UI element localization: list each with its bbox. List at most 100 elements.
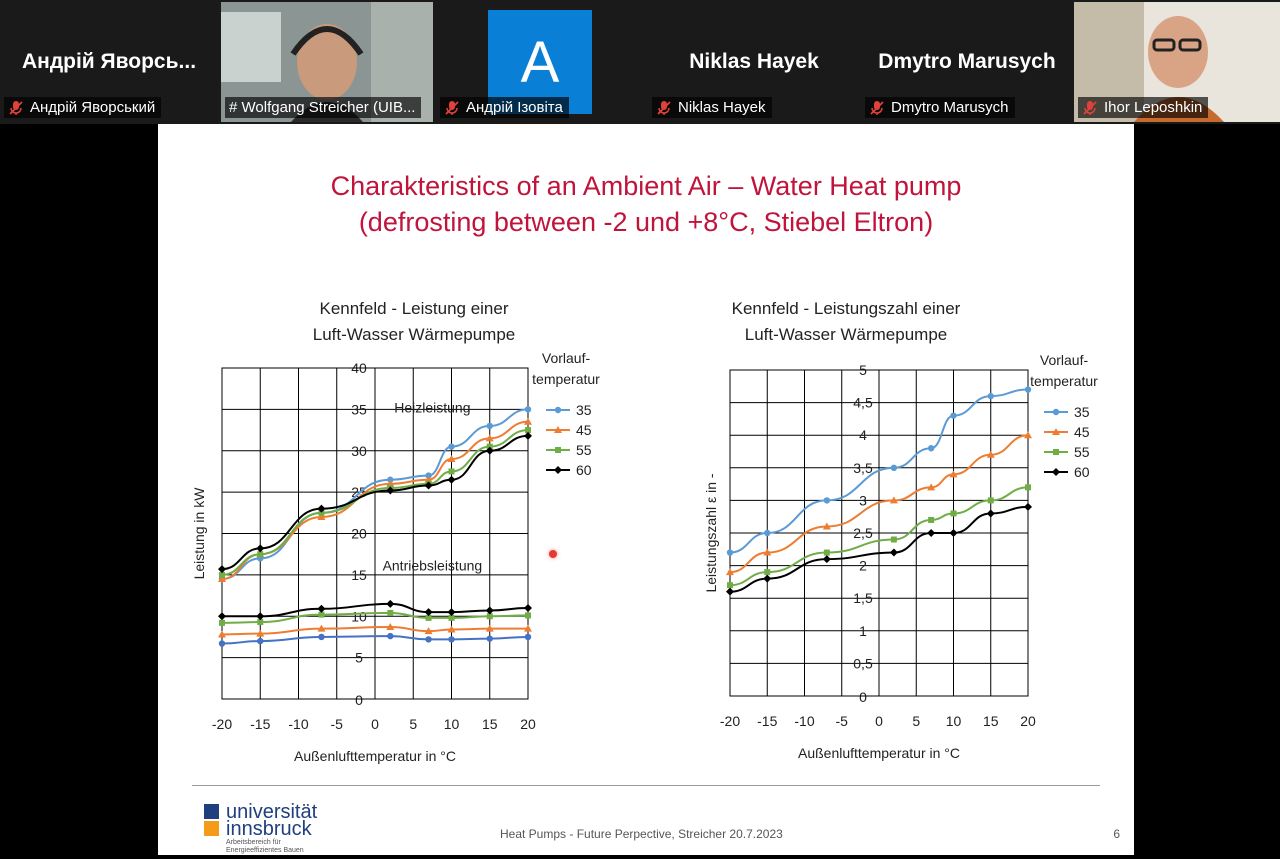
- data-point: [219, 571, 225, 578]
- data-point: [726, 568, 734, 576]
- data-point: [448, 468, 455, 475]
- series-line: [221, 626, 528, 636]
- data-point: [890, 464, 898, 471]
- data-point: [949, 529, 958, 537]
- data-point: [387, 632, 394, 640]
- data-point: [524, 431, 532, 440]
- chart-title-line2: Luft-Wasser Wärmepumpe: [745, 325, 947, 344]
- data-point: [986, 450, 995, 458]
- legend-marker: [1052, 428, 1060, 435]
- y-tick-label: 15: [351, 567, 367, 583]
- legend-marker: [554, 406, 562, 414]
- data-point: [387, 609, 394, 616]
- series-line: [221, 611, 529, 624]
- participant-tile[interactable]: Dmytro Marusych Dmytro Marusych: [861, 2, 1073, 122]
- legend-marker: [1052, 408, 1060, 416]
- data-point: [949, 470, 958, 478]
- data-point: [257, 551, 264, 558]
- data-point: [256, 629, 265, 637]
- data-point: [890, 536, 897, 543]
- page-number: 6: [1113, 827, 1120, 841]
- mic-muted-icon: [870, 100, 884, 115]
- participant-label: Niklas Hayek: [652, 97, 772, 118]
- participant-tile[interactable]: Ihor Leposhkin: [1074, 2, 1280, 122]
- x-tick-label: -15: [250, 716, 270, 732]
- legend-marker: [1053, 449, 1059, 455]
- data-point: [764, 529, 771, 537]
- data-point: [889, 548, 898, 557]
- data-point: [386, 623, 395, 631]
- participant-strip: Андрій Яворсь... Андрій Яворський # Wolf…: [0, 0, 1280, 124]
- series-60: [726, 502, 1032, 596]
- university-logo: universität innsbruck Arbeitsbereich für…: [204, 801, 354, 859]
- x-tick-label: -10: [794, 713, 814, 729]
- data-point: [448, 443, 455, 450]
- data-point: [424, 608, 433, 617]
- x-tick-label: 10: [444, 716, 460, 732]
- participant-big-name: Андрій Яворсь...: [21, 50, 197, 73]
- x-tick-label: 20: [1020, 713, 1036, 729]
- participant-big-name: Niklas Hayek: [689, 50, 819, 73]
- x-tick-label: -20: [212, 716, 232, 732]
- y-tick-label: 4,5: [853, 395, 873, 411]
- data-point: [525, 612, 531, 619]
- y-tick-label: 3: [859, 492, 867, 508]
- data-point: [823, 549, 830, 556]
- legend-title-line1: Vorlauf-: [542, 350, 591, 366]
- series-line: [222, 602, 529, 618]
- series-line: [221, 429, 529, 576]
- data-point: [218, 640, 226, 647]
- participant-label: Dmytro Marusych: [865, 97, 1015, 118]
- participant-label: # Wolfgang Streicher (UIB...: [225, 97, 422, 118]
- data-point: [524, 603, 532, 612]
- series-line: [729, 486, 1029, 587]
- data-point: [425, 636, 432, 643]
- y-tick-label: 5: [355, 650, 363, 666]
- participant-label: Андрій Яворський: [4, 97, 162, 118]
- data-point: [927, 445, 935, 452]
- data-point: [726, 549, 734, 556]
- x-tick-label: -10: [288, 716, 308, 732]
- legend-title-line1: Vorlauf-: [1040, 352, 1089, 368]
- series-line: [221, 434, 529, 571]
- data-point: [726, 587, 734, 596]
- legend-label: 60: [1074, 464, 1090, 480]
- plot-frame: [221, 367, 529, 700]
- power-chart: Kennfeld - Leistung einer Luft-Wasser Wär…: [191, 299, 600, 764]
- x-axis-label: Außenlufttemperatur in °C: [294, 748, 456, 764]
- y-tick-label: 2,5: [853, 525, 873, 541]
- data-point: [727, 582, 733, 589]
- plot-frame: [729, 369, 1029, 697]
- series-55-antriebsleistung: [219, 609, 531, 626]
- participant-tile[interactable]: Niklas Hayek Niklas Hayek: [648, 2, 860, 122]
- series-60-heizleistung: [218, 431, 532, 574]
- data-point: [927, 529, 936, 537]
- data-point: [524, 417, 532, 425]
- series-45-antriebsleistung: [218, 623, 532, 638]
- data-point: [448, 614, 455, 621]
- data-point: [486, 613, 493, 620]
- participant-tile[interactable]: A Андрій Ізовіта: [436, 2, 648, 122]
- participant-name: Dmytro Marusych: [891, 99, 1009, 116]
- y-tick-label: 0: [355, 692, 363, 708]
- participant-tile-active-speaker[interactable]: # Wolfgang Streicher (UIB...: [221, 2, 433, 122]
- data-point: [386, 599, 395, 608]
- legend-label: 55: [1074, 444, 1090, 460]
- legend-label: 35: [576, 402, 592, 418]
- y-tick-label: 30: [351, 443, 367, 459]
- y-tick-label: 0,5: [853, 655, 873, 671]
- slide-title-line2: (defrosting between -2 und +8°C, Stiebel…: [358, 207, 934, 237]
- participant-tile[interactable]: Андрій Яворсь... Андрій Яворський: [0, 2, 218, 122]
- logo-line1: universität: [226, 802, 318, 823]
- chart-title-line1: Kennfeld - Leistung einer: [319, 299, 508, 318]
- data-point: [822, 522, 831, 530]
- y-tick-label: 20: [351, 526, 367, 542]
- avatar: A: [488, 10, 592, 114]
- y-tick-label: 1,5: [853, 590, 873, 606]
- data-point: [447, 608, 456, 617]
- data-point: [318, 611, 325, 618]
- data-point: [486, 635, 493, 642]
- data-point: [763, 548, 772, 556]
- series-line: [221, 635, 529, 645]
- participant-name: # Wolfgang Streicher (UIB...: [229, 99, 416, 116]
